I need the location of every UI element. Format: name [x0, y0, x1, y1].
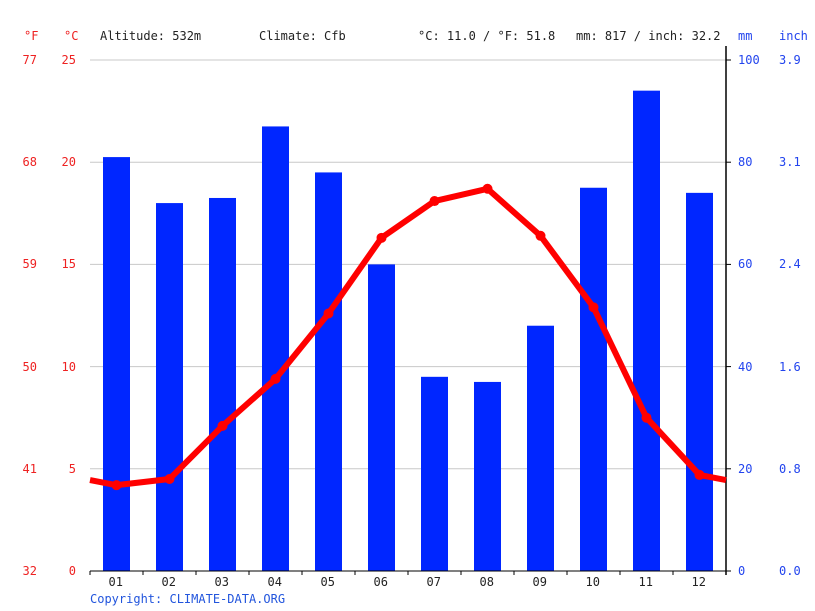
temperature-point: [535, 230, 546, 241]
month-tick-label: 01: [108, 575, 123, 589]
celsius-tick-label: 25: [61, 53, 76, 67]
month-tick-label: 12: [691, 575, 706, 589]
mm-tick-label: 40: [738, 359, 753, 374]
mm-tick-label: 100: [738, 53, 760, 67]
precipitation-bar: [580, 187, 607, 571]
temperature-point: [270, 373, 281, 384]
month-tick-label: 07: [426, 575, 441, 589]
copyright-link[interactable]: Copyright: CLIMATE-DATA.ORG: [90, 592, 286, 606]
temperature-point: [429, 196, 440, 207]
temperature-line: [89, 185, 727, 489]
inch-tick-label: 0.0: [779, 564, 801, 578]
precipitation-bar: [262, 126, 289, 572]
fahrenheit-tick-label: 41: [22, 461, 37, 476]
month-tick-label: 02: [161, 575, 176, 589]
fahrenheit-tick-label: 68: [22, 155, 37, 170]
celsius-unit-label: °C: [64, 29, 79, 43]
temperature-point: [641, 412, 652, 423]
month-tick-label: 10: [585, 575, 600, 589]
fahrenheit-tick-label: 32: [22, 564, 37, 578]
celsius-tick-label: 5: [68, 461, 76, 476]
temperature-point: [482, 183, 493, 194]
precipitation-bar: [633, 90, 660, 571]
climate-label: Climate: Cfb: [259, 29, 346, 43]
inch-tick-label: 0.8: [779, 461, 801, 476]
temperature-point: [323, 308, 334, 319]
month-tick-label: 09: [532, 575, 547, 589]
inch-tick-label: 1.6: [779, 359, 801, 374]
mm-unit-label: mm: [738, 29, 753, 43]
temperature-point: [376, 232, 387, 243]
month-tick-label: 04: [267, 575, 282, 589]
temperature-point: [588, 302, 599, 313]
month-tick-label: 03: [214, 575, 229, 589]
precipitation-bar: [368, 264, 395, 571]
celsius-tick-label: 20: [61, 155, 76, 170]
fahrenheit-tick-label: 77: [22, 53, 37, 67]
temperature-point: [164, 474, 175, 485]
celsius-tick-label: 0: [68, 564, 76, 578]
mm-tick-label: 0: [738, 564, 746, 578]
month-tick-label: 08: [479, 575, 494, 589]
temperature-point: [217, 420, 228, 431]
precipitation-bar: [103, 157, 130, 571]
fahrenheit-tick-label: 59: [22, 257, 37, 272]
celsius-tick-label: 15: [61, 257, 76, 272]
precipitation-bar: [209, 197, 236, 571]
altitude-label: Altitude: 532m: [100, 29, 202, 43]
inch-tick-label: 3.9: [779, 53, 801, 67]
precipitation-bar: [527, 325, 554, 571]
temperature-point: [111, 480, 122, 491]
mm-tick-label: 60: [738, 257, 753, 272]
month-tick-label: 11: [638, 575, 653, 589]
precipitation-summary: mm: 817 / inch: 32.2: [576, 29, 721, 43]
inch-tick-label: 2.4: [779, 257, 801, 272]
month-tick-label: 06: [373, 575, 388, 589]
month-tick-label: 05: [320, 575, 335, 589]
precipitation-bar: [421, 376, 448, 571]
precipitation-bar: [156, 203, 183, 571]
temperature-point: [694, 469, 705, 480]
fahrenheit-tick-label: 50: [22, 359, 37, 374]
precipitation-bar: [686, 192, 713, 572]
inch-unit-label: inch: [779, 29, 808, 43]
inch-tick-label: 3.1: [779, 155, 801, 170]
mm-tick-label: 80: [738, 155, 753, 170]
celsius-tick-label: 10: [61, 359, 76, 374]
fahrenheit-unit-label: °F: [24, 29, 39, 43]
precipitation-bar: [474, 381, 501, 571]
mm-tick-label: 20: [738, 461, 753, 476]
precipitation-bar: [315, 172, 342, 572]
temperature-summary: °C: 11.0 / °F: 51.8: [418, 29, 556, 43]
